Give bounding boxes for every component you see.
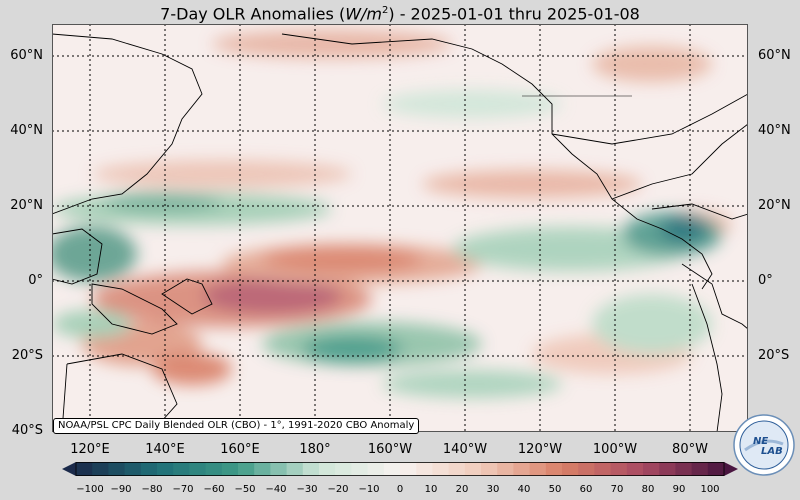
lon-label-100w: 100°W: [592, 442, 638, 457]
colorbar-cell: [238, 462, 255, 476]
colorbar-cell: [383, 462, 401, 476]
colorbar-tick-label: 60: [579, 484, 593, 495]
lat-label-40n-right: 40°N: [758, 123, 791, 138]
colorbar-tick-label: −100: [76, 484, 104, 495]
colorbar-cell: [513, 462, 531, 476]
lat-label-60n-right: 60°N: [758, 48, 791, 63]
colorbar-cell: [529, 462, 547, 476]
colorbar-cell: [351, 462, 369, 476]
lon-label-120e: 120°E: [70, 442, 110, 457]
lon-label-160w: 160°W: [367, 442, 413, 457]
nev-lab-logo: NE LAB: [733, 414, 795, 476]
colorbar-cell: [205, 462, 223, 476]
colorbar-cell: [124, 462, 142, 476]
colorbar-cell: [319, 462, 336, 476]
colorbar-cell: [626, 462, 644, 476]
colorbar-cell: [643, 462, 660, 476]
colorbar-cell: [108, 462, 126, 476]
colorbar-cell: [497, 462, 514, 476]
colorbar-cell: [610, 462, 628, 476]
colorbar-cell: [140, 462, 158, 476]
colorbar-cell: [594, 462, 612, 476]
data-credit: NOAA/PSL CPC Daily Blended OLR (CBO) - 1…: [53, 418, 420, 434]
olr-anomaly-map: [52, 24, 748, 432]
colorbar-cell: [481, 462, 498, 476]
lat-label-20s-right: 20°S: [758, 348, 790, 363]
colorbar-tick-label: −90: [110, 484, 132, 495]
colorbar-cell: [157, 462, 174, 476]
colorbar-cell: [432, 462, 450, 476]
colorbar-cell: [92, 462, 109, 476]
logo-text-lab: LAB: [761, 446, 783, 457]
colorbar-tick-label: 30: [486, 484, 500, 495]
gridlines: [52, 24, 748, 432]
colorbar-cell: [76, 462, 93, 476]
lon-label-160e: 160°E: [220, 442, 260, 457]
colorbar-cell: [578, 462, 595, 476]
colorbar-tick-label: −50: [234, 484, 256, 495]
lat-label-40s-left: 40°S: [11, 423, 43, 438]
lat-label-40n-left: 40°N: [10, 123, 43, 138]
colorbar-cell: [270, 462, 288, 476]
colorbar-cell: [464, 462, 482, 476]
colorbar-cell: [173, 462, 190, 476]
lon-label-140e: 140°E: [145, 442, 185, 457]
colorbar-tick-label: 90: [672, 484, 686, 495]
colorbar-tick-label: −10: [358, 484, 380, 495]
colorbar-cell: [448, 462, 466, 476]
colorbar-max-arrow: [724, 462, 738, 476]
colorbar-tick-label: −60: [203, 484, 225, 495]
lat-label-20n-left: 20°N: [10, 198, 43, 213]
lat-label-0-left: 0°: [28, 273, 43, 288]
logo-text-ne: NE: [753, 436, 768, 447]
lon-label-180: 180°: [299, 442, 331, 457]
colorbar-cell: [335, 462, 352, 476]
colorbar-tick-label: 100: [700, 484, 720, 495]
colorbar-tick-label: −30: [296, 484, 318, 495]
colorbar: [62, 462, 738, 476]
colorbar-tick-label: 50: [548, 484, 562, 495]
lat-label-20s-left: 20°S: [11, 348, 43, 363]
colorbar-cell: [659, 462, 676, 476]
colorbar-cell: [562, 462, 579, 476]
lat-label-20n-right: 20°N: [758, 198, 791, 213]
colorbar-cell: [400, 462, 417, 476]
colorbar-tick-label: 10: [424, 484, 438, 495]
colorbar-min-arrow: [62, 462, 76, 476]
colorbar-tick-label: 0: [396, 484, 404, 495]
colorbar-tick-label: −70: [172, 484, 194, 495]
map-title: 7-Day OLR Anomalies (W/m2) - 2025-01-01 …: [160, 4, 640, 24]
colorbar-cell: [691, 462, 709, 476]
lon-label-80w: 80°W: [672, 442, 708, 457]
lon-label-120w: 120°W: [517, 442, 563, 457]
lon-label-140w: 140°W: [442, 442, 488, 457]
colorbar-cell: [367, 462, 385, 476]
colorbar-tick-label: −40: [265, 484, 287, 495]
colorbar-tick-label: 70: [610, 484, 624, 495]
colorbar-tick-label: 40: [517, 484, 531, 495]
colorbar-tick-label: 80: [641, 484, 655, 495]
colorbar-tick-label: −80: [141, 484, 163, 495]
colorbar-cell: [416, 462, 433, 476]
colorbar-cell: [675, 462, 693, 476]
colorbar-cell: [302, 462, 320, 476]
colorbar-cell: [254, 462, 271, 476]
colorbar-cell: [545, 462, 563, 476]
colorbar-tick-label: −20: [327, 484, 349, 495]
lat-label-0-right: 0°: [758, 273, 773, 288]
colorbar-cell: [286, 462, 304, 476]
colorbar-tick-label: 20: [455, 484, 469, 495]
colorbar-cell: [189, 462, 207, 476]
colorbar-cell: [221, 462, 239, 476]
colorbar-cell: [707, 462, 725, 476]
lat-label-60n-left: 60°N: [10, 48, 43, 63]
